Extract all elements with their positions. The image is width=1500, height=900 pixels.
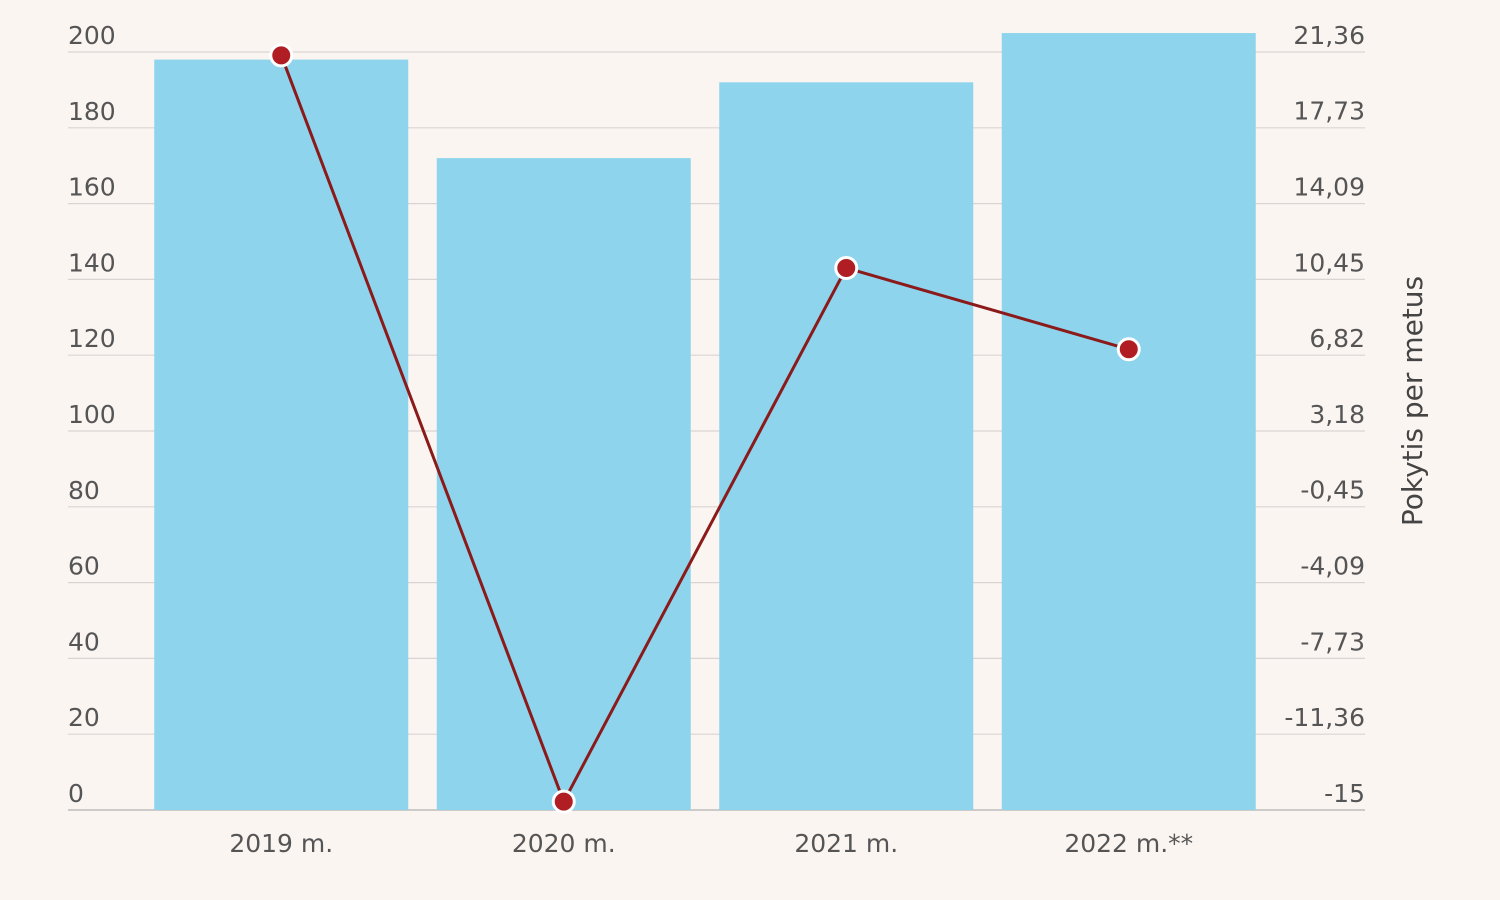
right-tick-label: 21,36 (1293, 21, 1365, 50)
right-y-axis: -15 -11,36 -7,73 -4,09 -0,45 3,18 6,82 10,45 14,… (1284, 21, 1365, 808)
right-tick-label: -11,36 (1284, 703, 1365, 732)
x-tick-label: 2019 m. (229, 829, 333, 858)
bar (436, 158, 691, 810)
left-tick-label: 120 (68, 324, 116, 353)
right-tick-label: 14,09 (1293, 173, 1365, 202)
right-tick-label: -4,09 (1300, 552, 1365, 581)
right-tick-label: -0,45 (1300, 476, 1365, 505)
left-tick-label: 40 (68, 627, 100, 656)
x-axis: 2019 m. 2020 m. 2021 m. 2022 m.** (229, 829, 1193, 858)
change-line (279, 54, 1130, 804)
bar (719, 82, 974, 810)
x-tick-label: 2022 m.** (1064, 829, 1193, 858)
bar (1001, 33, 1256, 811)
bar (154, 59, 409, 810)
line-point (269, 43, 294, 68)
left-tick-label: 20 (68, 703, 100, 732)
left-tick-label: 160 (68, 173, 116, 202)
right-tick-label: -7,73 (1300, 627, 1365, 656)
bar-series (154, 33, 1256, 811)
left-tick-label: 60 (68, 552, 100, 581)
left-tick-label: 140 (68, 248, 116, 277)
right-tick-label: 3,18 (1309, 400, 1365, 429)
right-tick-label: 10,45 (1293, 248, 1365, 277)
left-tick-label: 200 (68, 21, 116, 50)
line-point (1116, 337, 1141, 362)
left-y-axis: 0 20 40 60 80 100 120 140 160 180 200 (68, 21, 116, 808)
right-tick-label: 17,73 (1293, 97, 1365, 126)
x-tick-label: 2020 m. (512, 829, 616, 858)
left-tick-label: 80 (68, 476, 100, 505)
line-point (834, 255, 859, 280)
left-tick-label: 100 (68, 400, 116, 429)
left-tick-label: 180 (68, 97, 116, 126)
x-tick-label: 2021 m. (794, 829, 898, 858)
right-tick-label: 6,82 (1309, 324, 1365, 353)
right-tick-label: -15 (1324, 779, 1365, 808)
right-axis-title: Pokytis per metus (1396, 276, 1429, 526)
line-series (269, 43, 1141, 814)
line-point (551, 789, 576, 814)
left-tick-label: 0 (68, 779, 84, 808)
